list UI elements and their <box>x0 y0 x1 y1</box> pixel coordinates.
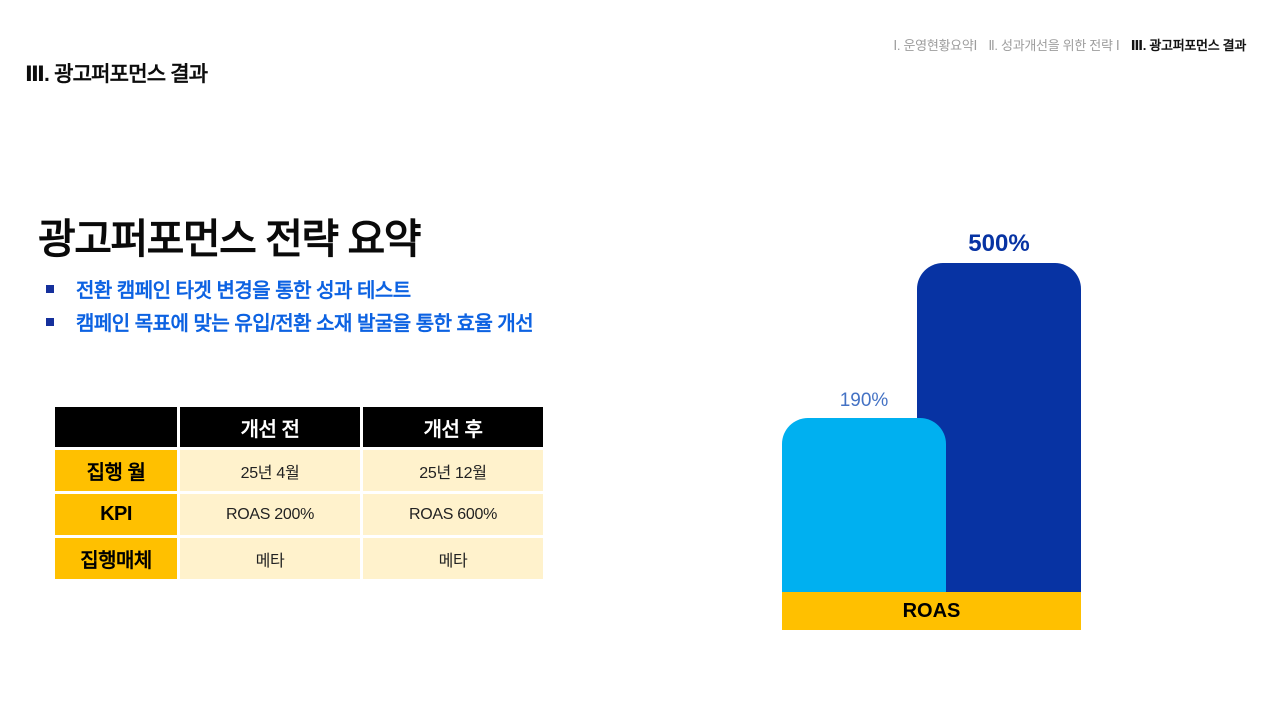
bullet-list: 전환 캠페인 타겟 변경을 통한 성과 테스트 캠페인 목표에 맞는 유입/전환… <box>44 272 534 338</box>
breadcrumb-item-operations-summary[interactable]: Ⅰ. 운영현황요약Ⅰ <box>893 38 978 53</box>
breadcrumb: Ⅰ. 운영현황요약Ⅰ Ⅱ. 성과개선을 위한 전략 Ⅰ Ⅲ. 광고퍼포먼스 결과 <box>893 35 1246 54</box>
roas-bar-chart: 500% 190% ROAS <box>782 230 1081 630</box>
row-label-kpi: KPI <box>55 494 177 535</box>
cell-month-after: 25년 12월 <box>363 450 543 491</box>
table-header-row: 개선 전 개선 후 <box>55 407 543 447</box>
row-label-month: 집행 월 <box>55 450 177 491</box>
bullet-item-2: 캠페인 목표에 맞는 유입/전환 소재 발굴을 통한 효율 개선 <box>44 305 534 338</box>
breadcrumb-item-improvement-strategy[interactable]: Ⅱ. 성과개선을 위한 전략 Ⅰ <box>988 38 1120 53</box>
bar-value-label-after: 500% <box>968 230 1030 257</box>
bullet-text-1: 전환 캠페인 타겟 변경을 통한 성과 테스트 <box>76 280 411 302</box>
section-title: Ⅲ. 광고퍼포먼스 결과 <box>25 63 208 86</box>
cell-month-before: 25년 4월 <box>180 450 360 491</box>
x-axis-band: ROAS <box>782 592 1081 630</box>
bar-value-label-before: 190% <box>839 390 889 411</box>
bullet-item-1: 전환 캠페인 타겟 변경을 통한 성과 테스트 <box>44 272 533 305</box>
cell-media-before: 메타 <box>180 538 360 579</box>
table-row-media: 집행매체 메타 메타 <box>55 538 543 579</box>
comparison-table: 개선 전 개선 후 집행 월 25년 4월 25년 12월 KPI ROAS 2… <box>52 404 546 582</box>
x-axis-label: ROAS <box>902 599 961 622</box>
cell-kpi-before: ROAS 200% <box>180 494 360 535</box>
bar-before <box>782 418 946 592</box>
bullet-text-2: 캠페인 목표에 맞는 유입/전환 소재 발굴을 통한 효율 개선 <box>76 313 534 335</box>
table-header-before: 개선 전 <box>180 407 360 447</box>
cell-media-after: 메타 <box>363 538 543 579</box>
table-corner-cell <box>55 407 177 447</box>
table-row-month: 집행 월 25년 4월 25년 12월 <box>55 450 543 491</box>
table-header-after: 개선 후 <box>363 407 543 447</box>
cell-kpi-after: ROAS 600% <box>363 494 543 535</box>
bullet-square-icon <box>46 317 54 326</box>
row-label-media: 집행매체 <box>55 538 177 579</box>
bullet-square-icon <box>46 284 54 293</box>
breadcrumb-item-ad-performance-results[interactable]: Ⅲ. 광고퍼포먼스 결과 <box>1130 38 1247 53</box>
page-title: 광고퍼포먼스 전략 요약 <box>38 216 421 262</box>
table-row-kpi: KPI ROAS 200% ROAS 600% <box>55 494 543 535</box>
